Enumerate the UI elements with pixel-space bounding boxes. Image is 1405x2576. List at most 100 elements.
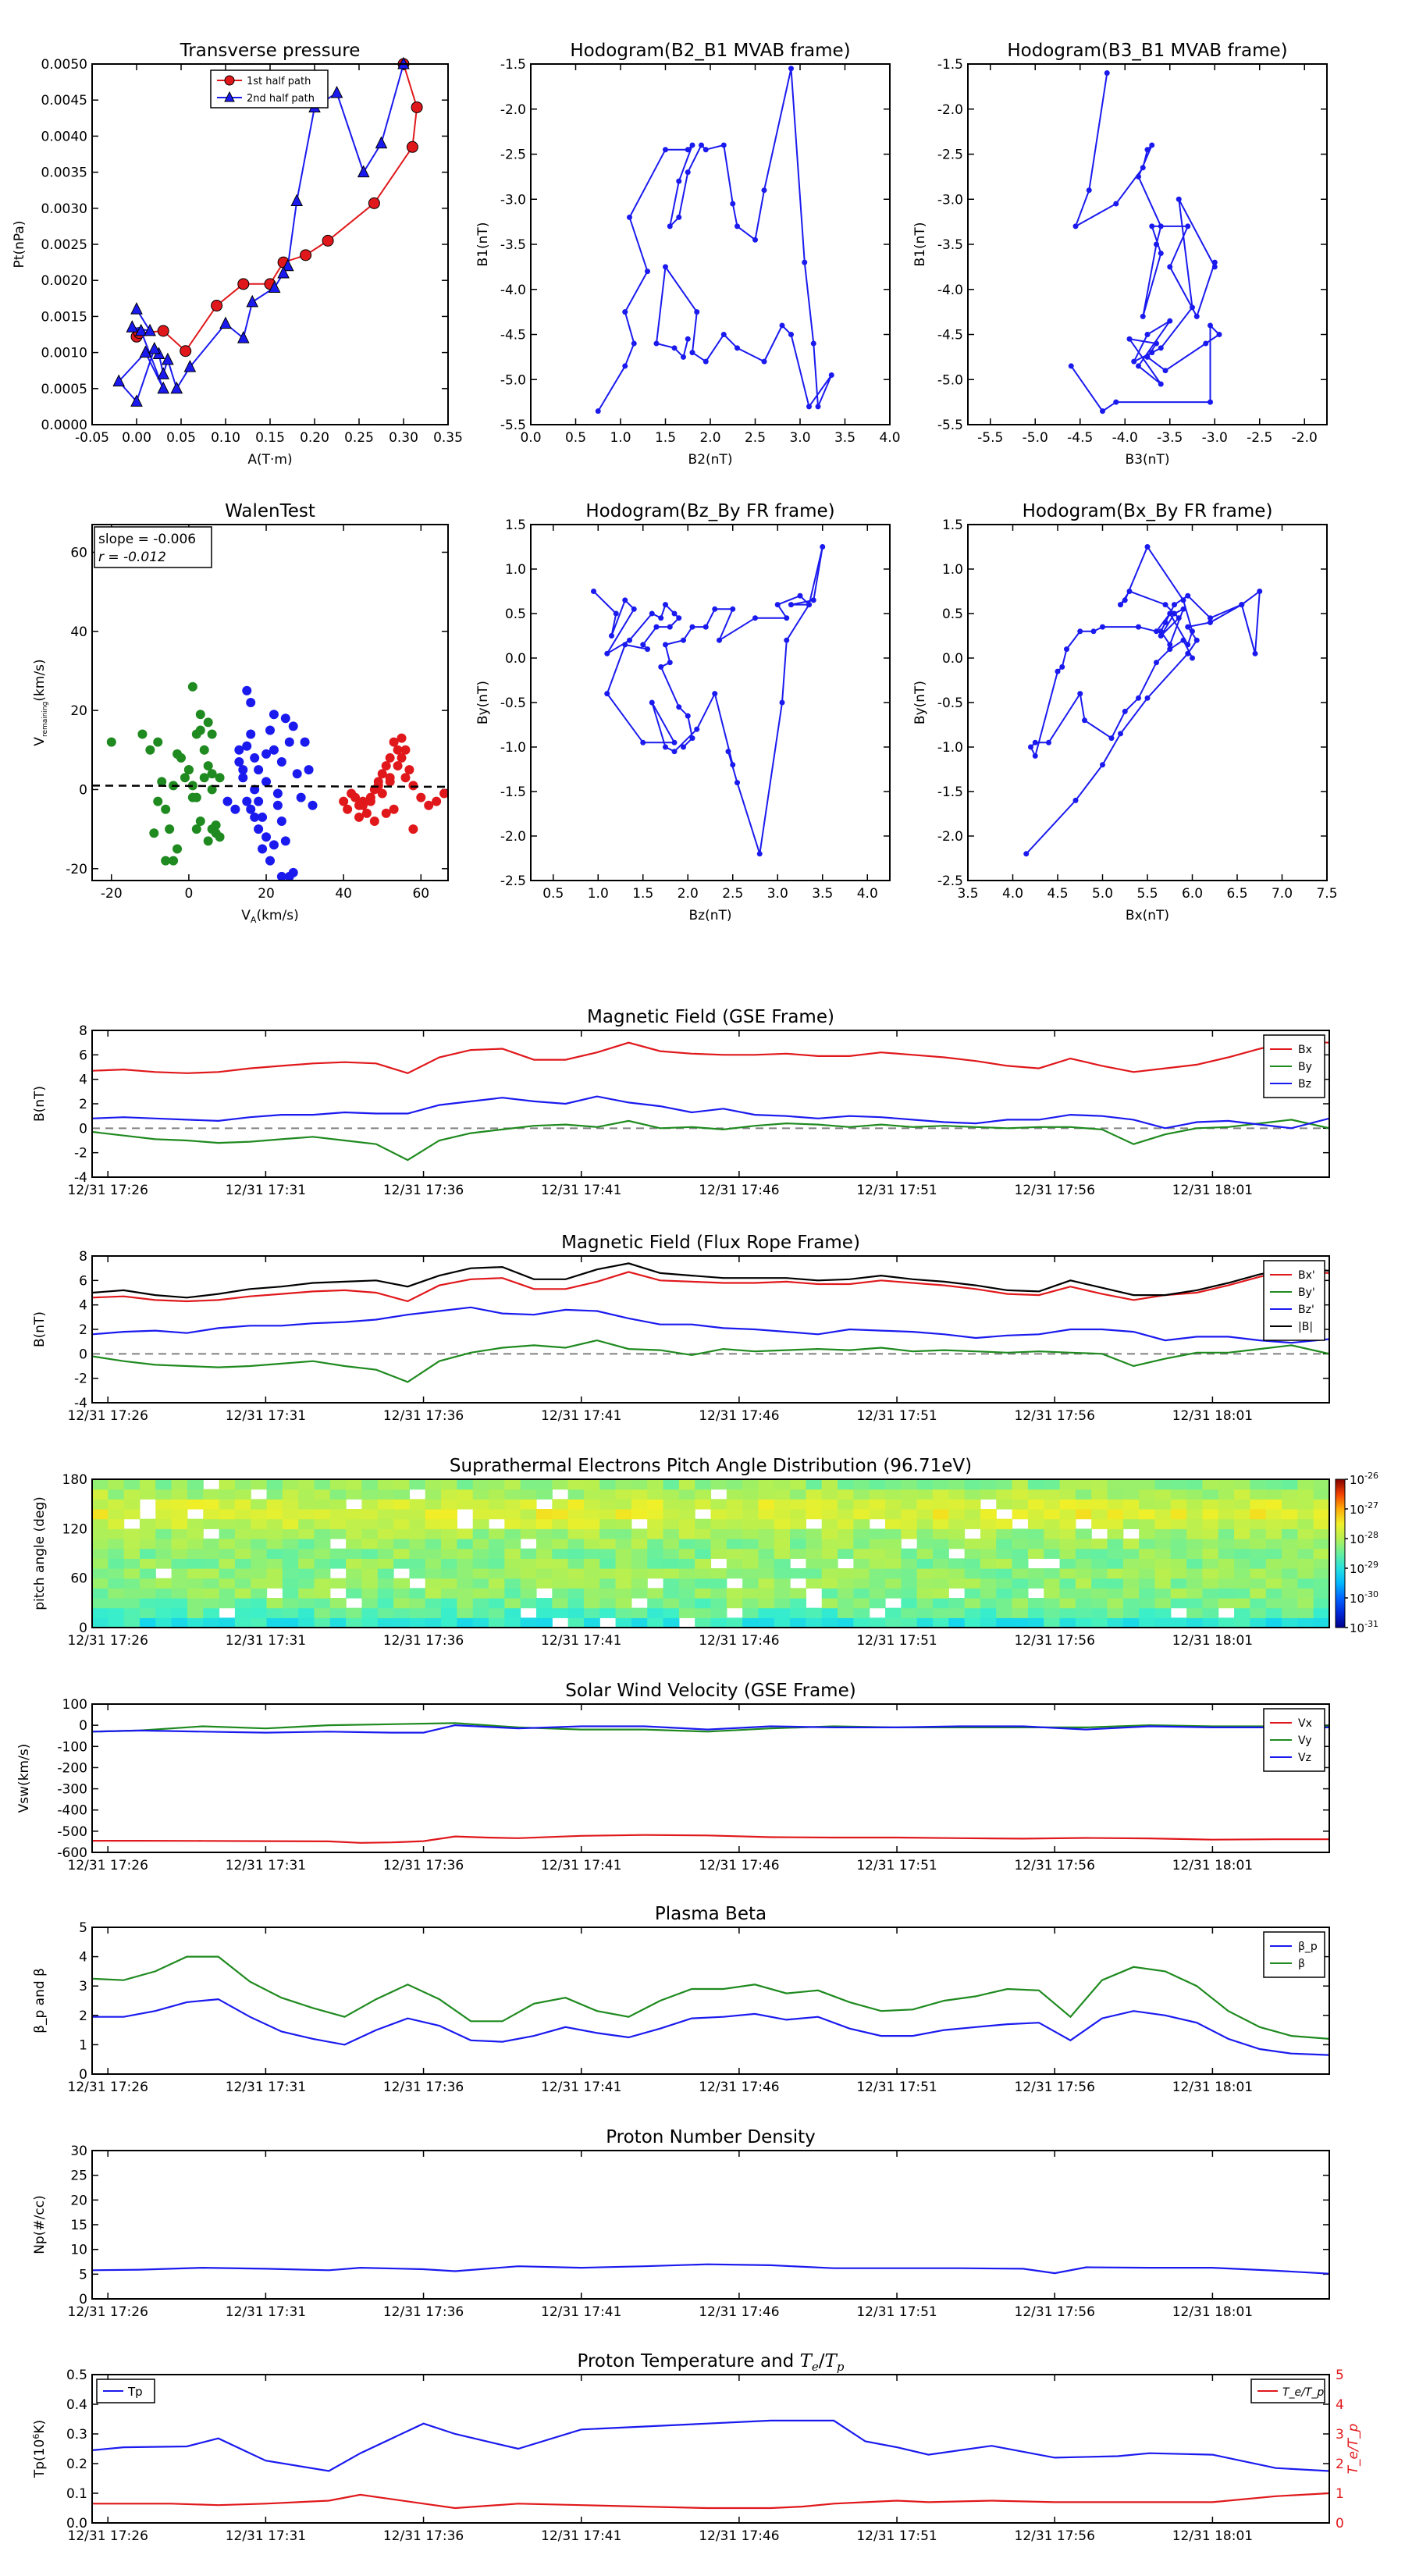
heatmap-cell bbox=[1122, 1607, 1140, 1618]
y-axis-label: B1(nT) bbox=[475, 222, 491, 267]
heatmap-cell bbox=[615, 1489, 632, 1500]
scatter-point-green bbox=[183, 765, 194, 775]
heatmap-cell bbox=[1154, 1568, 1172, 1579]
data-point bbox=[1167, 610, 1173, 617]
heatmap-cell bbox=[234, 1578, 251, 1589]
heatmap-cell bbox=[758, 1499, 775, 1510]
heatmap-cell bbox=[504, 1588, 521, 1599]
heatmap-cell bbox=[266, 1568, 283, 1579]
data-point bbox=[653, 340, 660, 347]
heatmap-cell bbox=[409, 1528, 426, 1539]
data-point bbox=[1154, 241, 1159, 247]
heatmap-cell bbox=[377, 1607, 394, 1618]
heatmap-cell bbox=[916, 1518, 934, 1529]
scatter-point-blue bbox=[238, 765, 248, 775]
heatmap-cell bbox=[631, 1607, 648, 1618]
chart-title-slash: / bbox=[819, 2351, 825, 2371]
heatmap-cell bbox=[489, 1617, 505, 1628]
data-point bbox=[779, 322, 785, 329]
heatmap-cell bbox=[710, 1539, 727, 1550]
heatmap-cell bbox=[916, 1578, 934, 1589]
heatmap-cell bbox=[774, 1617, 791, 1628]
heatmap-cell bbox=[1107, 1598, 1124, 1609]
heatmap-cell bbox=[869, 1568, 886, 1579]
data-point bbox=[810, 340, 816, 347]
heatmap-cell bbox=[964, 1617, 981, 1628]
heatmap-cell bbox=[1282, 1568, 1298, 1579]
heatmap-cell bbox=[695, 1617, 712, 1628]
heatmap-cell bbox=[187, 1518, 204, 1529]
y-tick-label: -2.5 bbox=[937, 873, 963, 889]
scatter-point-blue bbox=[242, 741, 252, 751]
heatmap-cell bbox=[758, 1518, 775, 1529]
heatmap-cell bbox=[1265, 1578, 1282, 1589]
heatmap-cell bbox=[219, 1548, 236, 1559]
heatmap-cell bbox=[1107, 1489, 1124, 1500]
heatmap-cell bbox=[1250, 1558, 1267, 1569]
heatmap-cell bbox=[885, 1499, 902, 1510]
scatter-point-blue bbox=[250, 785, 260, 795]
data-point bbox=[1144, 544, 1151, 550]
x-tick-label: 12/31 17:41 bbox=[541, 1858, 621, 1873]
x-axis-label: Bz(nT) bbox=[688, 908, 731, 923]
y-tick-label: 0 bbox=[79, 1718, 87, 1734]
heatmap-cell bbox=[1282, 1518, 1298, 1529]
series-line-Bz bbox=[92, 1095, 1329, 1130]
heatmap-cell bbox=[853, 1607, 870, 1618]
x-tick-label: 12/31 17:46 bbox=[699, 1408, 779, 1424]
heatmap-cell bbox=[821, 1499, 838, 1510]
heatmap-cell bbox=[663, 1617, 680, 1628]
heatmap-cell bbox=[552, 1509, 569, 1520]
heatmap-cell bbox=[92, 1479, 108, 1490]
heatmap-cell bbox=[409, 1518, 426, 1529]
heatmap-cell bbox=[282, 1518, 299, 1529]
heatmap-cell bbox=[1027, 1499, 1044, 1510]
heatmap-cell bbox=[234, 1588, 251, 1599]
y-axis-label-end: K) bbox=[32, 2420, 48, 2434]
axes-frame bbox=[91, 1703, 1330, 1853]
heatmap-cell bbox=[472, 1568, 489, 1579]
data-point bbox=[1162, 619, 1168, 625]
heatmap-cell bbox=[932, 1588, 949, 1599]
heatmap-cell bbox=[567, 1539, 585, 1550]
heatmap-cell bbox=[535, 1518, 553, 1529]
heatmap-cell bbox=[1091, 1568, 1108, 1579]
heatmap-cell bbox=[155, 1558, 173, 1569]
data-point bbox=[685, 169, 691, 176]
heatmap-cell bbox=[203, 1548, 220, 1559]
scatter-point-red bbox=[400, 773, 411, 783]
heatmap-cell bbox=[1170, 1518, 1187, 1529]
heatmap-cell bbox=[314, 1539, 331, 1550]
heatmap-cell bbox=[1091, 1479, 1108, 1490]
data-point bbox=[667, 660, 673, 666]
heatmap-cell bbox=[663, 1598, 680, 1609]
heatmap-cell bbox=[710, 1548, 727, 1559]
y-axis-label-main: V bbox=[32, 737, 48, 746]
y-tick-label: 120 bbox=[62, 1521, 87, 1537]
heatmap-cell bbox=[647, 1499, 664, 1510]
heatmap-cell bbox=[314, 1617, 331, 1628]
y-tick-label: -4.0 bbox=[937, 283, 963, 298]
scatter-point-green bbox=[169, 856, 179, 866]
heatmap-cell bbox=[346, 1617, 363, 1628]
x-axis-label: B2(nT) bbox=[688, 452, 733, 468]
heatmap-cell bbox=[1107, 1548, 1124, 1559]
heatmap-cell bbox=[599, 1607, 617, 1618]
heatmap-cell bbox=[441, 1578, 457, 1589]
heatmap-cell bbox=[1297, 1558, 1314, 1569]
scatter-point-green bbox=[153, 796, 163, 806]
x-tick-label: 12/31 17:51 bbox=[856, 2528, 937, 2544]
heatmap-cell bbox=[631, 1588, 648, 1599]
heatmap-cell bbox=[489, 1539, 505, 1550]
heatmap-cell bbox=[996, 1528, 1013, 1539]
data-point bbox=[1216, 332, 1222, 337]
x-tick-label: -3.0 bbox=[1202, 430, 1228, 446]
heatmap-cell bbox=[1027, 1578, 1044, 1589]
heatmap-cell bbox=[1313, 1548, 1330, 1559]
heatmap-cell bbox=[123, 1499, 140, 1510]
heatmap-cell bbox=[504, 1578, 521, 1589]
heatmap-cell bbox=[441, 1489, 457, 1500]
series-line-Vz bbox=[92, 1724, 1329, 1734]
heatmap-cell bbox=[425, 1518, 442, 1529]
